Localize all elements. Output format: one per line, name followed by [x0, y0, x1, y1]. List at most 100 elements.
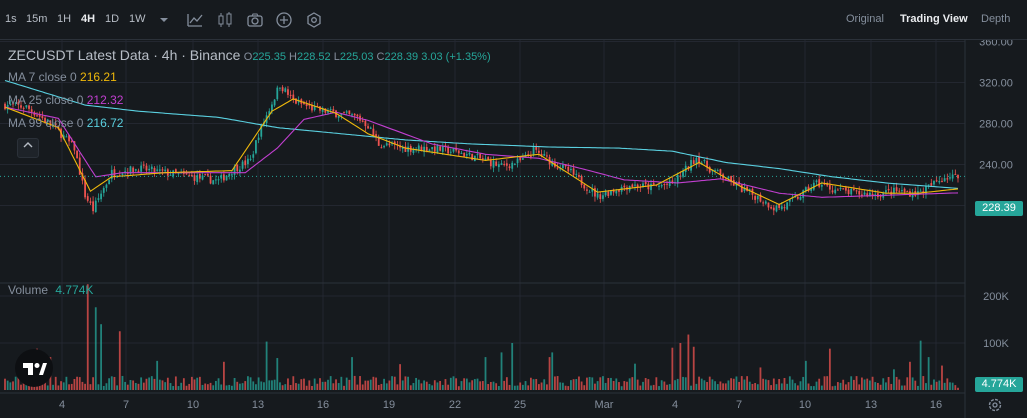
candle-body [252, 154, 255, 158]
candle-body [852, 188, 855, 191]
legend-ma7[interactable]: MA 7 close 0 216.21 [8, 70, 117, 84]
volume-bar [255, 384, 257, 390]
volume-bar [893, 369, 895, 390]
legend-title-row: ZECUSDT Latest Data · 4h · Binance O225.… [8, 47, 491, 63]
view-original-tab[interactable]: Original [846, 13, 884, 25]
volume-bar [610, 377, 612, 390]
candle-body [185, 173, 188, 175]
candle-body [903, 188, 906, 193]
candle-body [158, 169, 161, 171]
candle-body [287, 89, 289, 95]
candle-body [492, 160, 495, 168]
volume-bar [391, 376, 393, 390]
indicator-icon[interactable] [186, 11, 204, 29]
time-tick-label: 22 [449, 399, 461, 411]
candle-body [911, 192, 914, 198]
timeframe-15m[interactable]: 15m [26, 13, 48, 25]
candle-body [783, 207, 786, 209]
candle-body [695, 157, 698, 165]
candle-body [348, 110, 351, 115]
legend-ma99[interactable]: MA 99 close 0 216.72 [8, 116, 123, 130]
volume-bar [767, 380, 770, 390]
candle-body [764, 201, 767, 204]
volume-bar [588, 376, 591, 390]
timeframe-1d[interactable]: 1D [105, 13, 120, 25]
candle-body [273, 99, 276, 106]
volume-bar [650, 385, 652, 390]
volume-bar [233, 378, 236, 390]
ma7-label: MA 7 close 0 [8, 70, 77, 84]
price-chart[interactable]: 360.00320.00280.00240.00200.00200K100K47… [0, 40, 1027, 418]
candle-body [30, 109, 33, 112]
volume-bar [559, 382, 562, 390]
candle-body [49, 120, 52, 125]
settings-icon[interactable] [305, 11, 323, 29]
volume-bar [690, 385, 692, 390]
timeframe-1w[interactable]: 1W [129, 13, 146, 25]
add-icon[interactable] [275, 11, 293, 29]
grid-lines [0, 40, 966, 418]
candle-body [417, 145, 420, 151]
volume-bar [316, 383, 319, 390]
candle-type-icon[interactable] [216, 11, 234, 29]
ma99-label: MA 99 close 0 [8, 116, 84, 130]
volume-bar [276, 358, 279, 390]
volume-bar [292, 376, 295, 390]
ma7-line [4, 98, 959, 206]
timeframe-1h[interactable]: 1H [57, 13, 72, 25]
candle-body [500, 163, 503, 165]
time-tick-label: 13 [252, 399, 264, 411]
volume-bar [92, 377, 94, 390]
collapse-legend-button[interactable] [17, 138, 39, 158]
volume-bar [615, 378, 618, 390]
chart-settings-icon[interactable] [987, 397, 1003, 413]
volume-bar [842, 379, 845, 390]
candle-body [393, 141, 396, 145]
candle-body [129, 166, 132, 174]
candle-body [943, 178, 946, 182]
volume-bar [869, 380, 871, 390]
view-tradingview-tab[interactable]: Trading View [900, 13, 968, 25]
chevron-down-icon[interactable] [155, 11, 173, 29]
volume-bar [620, 386, 623, 390]
candle-body [372, 128, 375, 136]
volume-bar [153, 378, 156, 390]
camera-icon[interactable] [246, 11, 264, 29]
legend-ma25[interactable]: MA 25 close 0 212.32 [8, 93, 123, 107]
candle-body [188, 175, 191, 177]
candle-body [28, 105, 30, 109]
timeframe-4h[interactable]: 4H [81, 13, 96, 25]
candle-body [676, 175, 679, 184]
volume-bar [359, 376, 361, 390]
timeframe-1s[interactable]: 1s [5, 13, 17, 25]
ma7-value: 216.21 [80, 70, 117, 84]
candle-body [847, 189, 850, 195]
volume-bar [735, 376, 738, 390]
volume-bar [583, 385, 586, 390]
volume-bar [305, 385, 308, 390]
volume-bar [89, 384, 92, 390]
volume-bar [70, 383, 73, 390]
candle-body [631, 184, 634, 188]
candle-body [909, 191, 911, 197]
candle-body [196, 175, 199, 183]
candle-body [279, 87, 281, 89]
volume-bar [385, 383, 388, 390]
volume-bar [724, 383, 727, 390]
current-volume-tag: 4.774K [975, 377, 1023, 392]
candle-body [949, 177, 951, 179]
candle-body [137, 170, 140, 173]
volume-bar [65, 376, 68, 390]
volume-bar [20, 384, 22, 390]
candle-body [281, 87, 284, 92]
candle-body [810, 188, 813, 191]
volume-bar [289, 384, 292, 390]
volume-bar [836, 382, 839, 390]
candle-body [489, 160, 492, 167]
volume-bar [268, 380, 271, 390]
view-depth-tab[interactable]: Depth [981, 13, 1011, 25]
candle-body [815, 180, 818, 183]
volume-bar [54, 376, 57, 390]
candle-body [321, 107, 324, 112]
volume-bar [564, 385, 567, 390]
